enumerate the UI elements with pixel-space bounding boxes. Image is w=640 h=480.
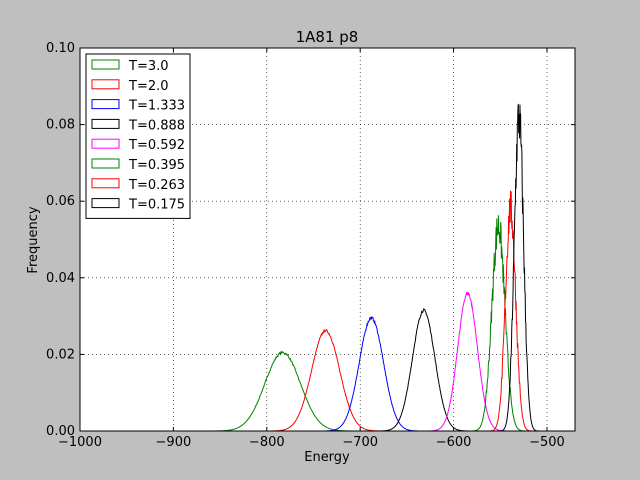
y-tick-label: 0.10 — [46, 41, 75, 56]
legend-label: T=0.395 — [128, 158, 185, 173]
x-tick-label: −900 — [156, 435, 192, 450]
legend-swatch — [91, 138, 120, 149]
y-tick-label: 0.04 — [46, 271, 75, 286]
series-line-7 — [488, 190, 532, 432]
ticks: −1000 −900 −800 −700 −600 −500 0.00 0.02 0.04 0.0… — [46, 41, 575, 450]
series-line-2 — [266, 328, 385, 432]
x-tick-label: −600 — [436, 435, 472, 450]
legend-label: T=0.592 — [128, 138, 185, 153]
x-tick-label: −1000 — [58, 435, 102, 450]
series-line-4 — [376, 308, 471, 432]
legend-swatch — [91, 59, 120, 70]
legend-swatch — [91, 118, 120, 129]
series-layer — [208, 103, 539, 432]
y-tick-label: 0.00 — [46, 424, 75, 439]
legend: T=3.0 T=2.0 T=1.333 T=0.888 T=0.592 T=0.395 T=… — [85, 53, 191, 219]
y-tick-label: 0.08 — [46, 118, 75, 133]
legend-label: T=2.0 — [128, 79, 169, 94]
legend-label: T=0.263 — [128, 178, 185, 193]
legend-swatch — [91, 99, 120, 110]
x-tick-label: −700 — [342, 435, 378, 450]
legend-label: T=1.333 — [128, 99, 185, 114]
legend-swatch — [91, 178, 120, 189]
plot-frame — [79, 47, 576, 432]
legend-label: T=0.888 — [128, 118, 185, 133]
y-tick-label: 0.02 — [46, 347, 75, 362]
chart-title: 1A81 p8 — [296, 28, 359, 46]
legend-swatch — [91, 158, 120, 169]
series-line-8 — [499, 103, 539, 432]
legend-box — [85, 53, 191, 219]
series-line-6 — [470, 215, 526, 432]
x-tick-label: −800 — [249, 435, 285, 450]
y-axis-title: Frequency — [26, 206, 41, 273]
x-tick-label: −500 — [529, 435, 565, 450]
legend-swatch — [91, 198, 120, 209]
grid — [80, 48, 575, 431]
series-line-3 — [320, 316, 423, 432]
legend-label: T=0.175 — [128, 198, 185, 213]
legend-label: T=3.0 — [128, 59, 169, 74]
legend-swatch — [91, 79, 120, 90]
y-tick-label: 0.06 — [46, 194, 75, 209]
x-axis-title: Energy — [304, 450, 350, 465]
series-line-1 — [208, 350, 358, 432]
series-line-5 — [426, 291, 509, 432]
